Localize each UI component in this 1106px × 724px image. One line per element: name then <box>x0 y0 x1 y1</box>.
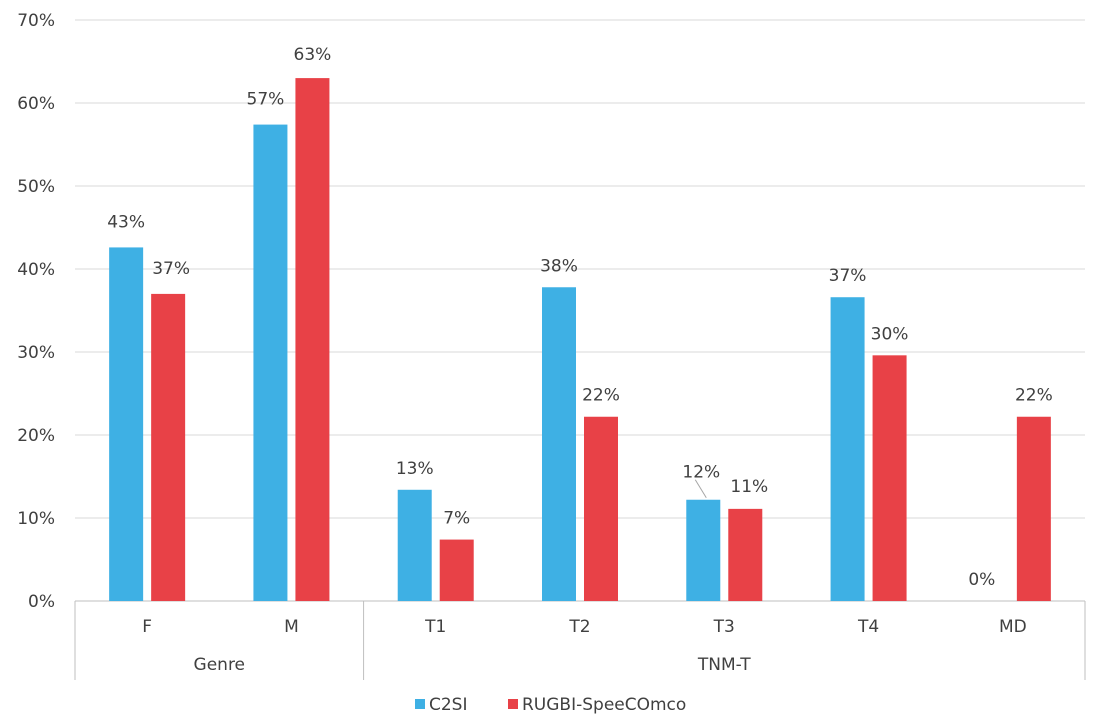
bar-rugbi-t3 <box>728 508 763 601</box>
bar-rugbi-m <box>295 78 330 602</box>
y-tick-label: 60% <box>17 94 55 114</box>
x-tick-label: F <box>142 617 152 637</box>
group-label-genre: Genre <box>194 655 245 675</box>
bar-rugbi-md <box>1016 416 1051 601</box>
bar-rugbi-t4 <box>872 355 907 601</box>
y-tick-label: 30% <box>17 343 55 363</box>
bar-c2si-t4 <box>830 297 865 601</box>
legend-swatch-c2si <box>415 699 425 709</box>
data-label-c2si-m: 57% <box>247 90 285 110</box>
bar-c2si-t3 <box>686 499 721 601</box>
group-label-tnm-t: TNM-T <box>697 655 751 675</box>
legend-swatch-rugbi <box>508 699 518 709</box>
data-label-c2si-md: 0% <box>968 570 995 590</box>
data-label-rugbi-t2: 22% <box>582 386 620 406</box>
y-tick-label: 10% <box>17 509 55 529</box>
x-tick-label: T1 <box>424 617 446 637</box>
data-label-rugbi-md: 22% <box>1015 386 1053 406</box>
x-tick-label: M <box>284 617 299 637</box>
data-label-rugbi-t1: 7% <box>443 509 470 529</box>
x-tick-label: T4 <box>857 617 879 637</box>
y-tick-label: 20% <box>17 426 55 446</box>
data-label-c2si-t3: 12% <box>682 463 720 483</box>
bar-c2si-t2 <box>542 287 576 601</box>
y-tick-label: 0% <box>28 592 55 612</box>
data-label-c2si-t2: 38% <box>540 256 578 276</box>
legend-label-c2si: C2SI <box>429 695 468 715</box>
x-tick-label: T3 <box>713 617 735 637</box>
bar-rugbi-t2 <box>584 416 618 601</box>
bar-c2si-f <box>109 247 144 602</box>
y-tick-label: 40% <box>17 260 55 280</box>
data-label-rugbi-m: 63% <box>294 45 332 65</box>
bar-c2si-m <box>253 124 288 601</box>
bar-c2si-t1 <box>397 489 432 601</box>
data-label-c2si-t4: 37% <box>829 266 867 286</box>
x-tick-label: T2 <box>568 617 590 637</box>
bar-rugbi-t1 <box>439 539 474 601</box>
data-label-rugbi-t3: 11% <box>730 477 768 497</box>
y-tick-label: 50% <box>17 177 55 197</box>
leader-line <box>694 479 707 499</box>
data-label-rugbi-t4: 30% <box>871 324 909 344</box>
data-label-rugbi-f: 37% <box>152 259 190 279</box>
bar-rugbi-f <box>151 293 186 601</box>
data-label-c2si-t1: 13% <box>396 459 434 479</box>
y-tick-label: 70% <box>17 11 55 31</box>
legend-label-rugbi: RUGBI-SpeeCOmco <box>522 695 686 715</box>
x-tick-label: MD <box>999 617 1027 637</box>
data-label-c2si-f: 43% <box>107 212 145 232</box>
